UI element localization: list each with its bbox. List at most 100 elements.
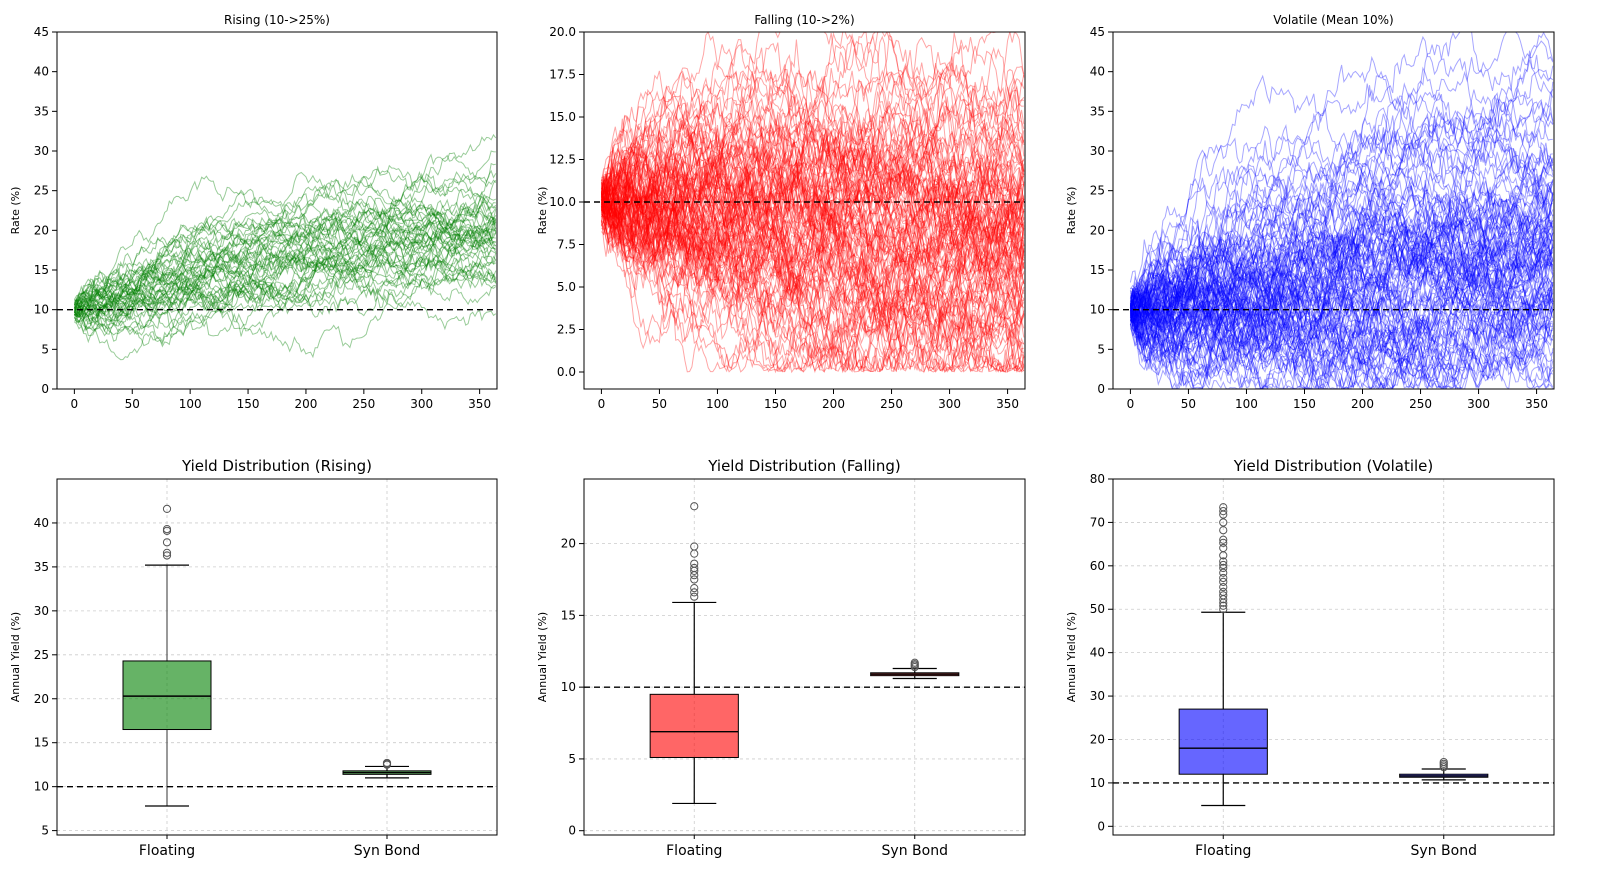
x-tick-label: 0 [598,397,606,411]
series-line [1129,218,1554,386]
y-tick-label: 5 [41,824,49,838]
series-line [1129,175,1554,354]
series-line [74,260,497,331]
y-tick-label: 25 [1090,184,1105,198]
series-line [74,246,497,332]
series-line [601,157,1025,294]
series-line [1129,218,1554,336]
series-line [1129,109,1554,307]
series-line [73,207,497,300]
series-line [73,218,497,321]
series-line [1129,147,1554,347]
series-line [1129,252,1553,376]
series-line [601,101,1025,260]
outlier-point [1219,557,1228,566]
series-line [1129,200,1554,326]
series-line [74,212,497,322]
series-line [1129,274,1554,389]
series-line [601,43,1025,257]
series-line [601,65,1025,201]
y-tick-label: 10.0 [549,195,576,209]
series-line [73,207,497,314]
y-tick-label: 25 [34,648,49,662]
series-line [600,86,1025,263]
series-line [74,184,497,305]
series-line [74,232,497,320]
y-tick-label: 0 [1097,819,1105,833]
series-line [600,184,1025,295]
series-line [1129,294,1554,389]
series-line [600,129,1025,283]
series-line [600,114,1025,354]
y-tick-label: 2.5 [557,323,576,337]
series-line [1129,91,1554,310]
series-line [600,164,1025,317]
series-line [600,169,1025,308]
series-line [73,218,497,342]
y-tick-label: 0 [41,382,49,396]
outlier-point [690,542,699,551]
series-line [1130,178,1554,389]
series-line [601,106,1025,270]
outlier-point [1219,587,1228,596]
series-line [1129,258,1554,389]
series-line [73,231,496,319]
series-line [74,211,497,307]
series-line [600,129,1025,307]
series-line [73,246,497,329]
x-tick-label: 0 [1127,397,1135,411]
iqr-box [649,693,739,758]
y-tick-label: 10 [1090,776,1105,790]
outlier-point [1219,591,1228,600]
series-line [1129,91,1553,387]
x-category-label: Syn Bond [354,843,420,859]
y-tick-label: 17.5 [549,68,576,82]
series-line [74,198,497,310]
x-tick-label: 250 [880,397,903,411]
series-line [600,105,1025,275]
y-axis-label: Rate (%) [9,187,22,235]
series-line [1129,180,1553,357]
series-line [600,142,1025,373]
y-tick-label: 80 [1090,472,1105,486]
series-line [74,232,497,348]
series-line [73,239,497,331]
series-line [1129,260,1553,360]
x-tick-label: 50 [1181,397,1196,411]
series-line [601,196,1025,338]
series-line [601,154,1025,320]
series-line [600,137,1025,274]
outlier-point [690,575,699,584]
y-tick-label: 60 [1090,559,1105,573]
outlier-point [690,592,699,601]
x-tick-label: 100 [706,397,729,411]
series-line [1130,271,1554,389]
series-line [1130,189,1554,312]
series-line [1130,156,1554,342]
series-line [601,158,1025,293]
y-tick-label: 40 [1090,646,1105,660]
series-line [1130,298,1554,389]
outlier-point [1219,601,1228,610]
series-line [600,163,1025,343]
series-line [600,152,1025,291]
series-line [1129,238,1554,385]
series-line [1129,213,1554,377]
series-line [601,52,1025,236]
x-category-label: Floating [1195,843,1251,859]
series-line [601,71,1024,264]
y-tick-label: 5 [568,752,576,766]
x-tick-label: 300 [938,397,961,411]
y-tick-label: 35 [34,560,49,574]
series-line [1129,221,1554,330]
series-line [73,198,496,309]
line-chart-panel: 0 50 100 150 200 250 300 350 0.0 2.5 5.0 7.5 10.0 12.… [536,13,1026,411]
x-tick-label: 150 [237,397,260,411]
series-line [600,175,1025,358]
series-line [1129,222,1554,342]
y-tick-label: 0 [568,824,576,838]
series-line [73,253,496,312]
series-line [1130,106,1554,340]
x-category-label: Syn Bond [882,843,948,859]
y-tick-label: 20 [34,692,49,706]
